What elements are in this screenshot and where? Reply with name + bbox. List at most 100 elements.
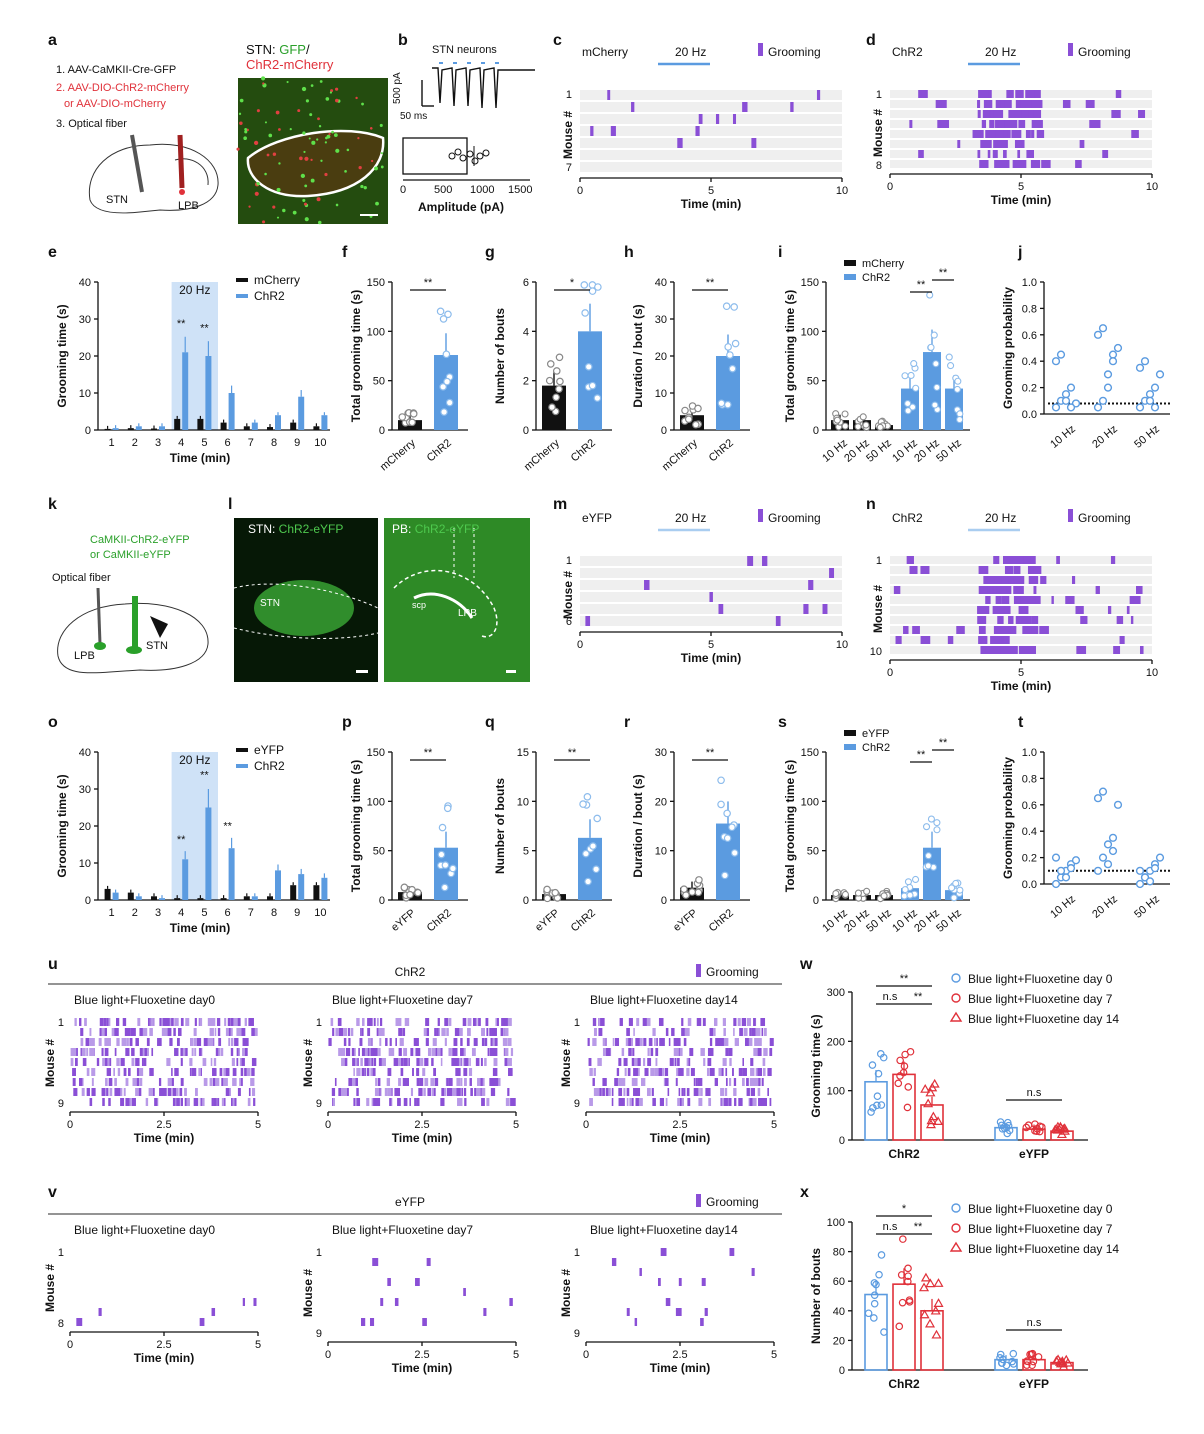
grooming-bout [978, 90, 989, 98]
grooming-bout [733, 1028, 735, 1036]
raster-x-tick-label: 5 [771, 1349, 777, 1361]
grooming-bout [474, 1088, 478, 1096]
grooming-bout [764, 1048, 768, 1056]
raster-x-label: Time (min) [991, 193, 1051, 207]
panel-letter-k: k [48, 496, 57, 513]
data-point [1061, 1354, 1072, 1364]
raster-y-label: Mouse # [561, 111, 575, 159]
raster-row [580, 580, 842, 590]
y-tick-label: 0 [85, 895, 91, 907]
data-point [688, 888, 696, 896]
grooming-bout [678, 1068, 681, 1076]
grooming-bout [433, 1088, 436, 1096]
grooming-bout [199, 1018, 203, 1026]
data-point [947, 362, 955, 370]
grooming-bout [89, 1098, 93, 1106]
x-tick-label: mCherry [522, 437, 562, 474]
grooming-bout [683, 1038, 687, 1046]
raster-x-tick-label: 2.5 [672, 1119, 687, 1131]
grooming-bout [102, 1098, 105, 1106]
raster-x-tick-label: 0 [887, 667, 893, 679]
grooming-bout [172, 1098, 176, 1106]
grooming-bout [179, 1088, 183, 1096]
grooming-bout [611, 1258, 617, 1266]
grooming-bout [752, 1078, 757, 1086]
grooming-bout [150, 1018, 154, 1026]
grooming-bout [194, 1048, 197, 1056]
grooming-bout [679, 1048, 683, 1056]
grooming-bout [994, 160, 998, 168]
data-point [1103, 840, 1113, 849]
grooming-bout [762, 1058, 766, 1066]
grooming-bout [149, 1068, 153, 1076]
grooming-bout [997, 140, 1007, 148]
grooming-bout [972, 130, 981, 138]
grooming-bout [600, 1018, 604, 1026]
grooming-bout [236, 1058, 239, 1066]
grooming-bout [997, 616, 1004, 624]
raster-first-mouse: 1 [316, 1017, 322, 1029]
grooming-bout [1029, 626, 1037, 634]
grooming-bout [743, 1028, 748, 1036]
grooming-bout [708, 1098, 712, 1106]
grooming-bout [389, 1098, 392, 1106]
grooming-bout [192, 1068, 197, 1076]
grooming-bout [431, 1048, 436, 1056]
grooming-bout [612, 1038, 615, 1046]
grooming-bout [647, 1048, 650, 1056]
cell-dot [268, 133, 273, 138]
grooming-bout [354, 1058, 358, 1066]
l-label-stn: STN [260, 598, 280, 609]
grooming-bout [506, 1028, 509, 1036]
grooming-bout [440, 1058, 443, 1066]
grooming-bout [213, 1058, 217, 1066]
x-tick-label: 4 [178, 907, 184, 919]
data-point [441, 861, 450, 869]
grooming-bout [380, 1028, 385, 1036]
raster-y-label: Mouse # [559, 1269, 573, 1317]
grooming-bout [1020, 110, 1032, 118]
raster-row [580, 126, 842, 136]
cell-dot [297, 109, 301, 113]
grooming-bout [706, 1088, 711, 1096]
data-point [1103, 370, 1113, 379]
grooming-bout [464, 1058, 469, 1066]
data-point [1066, 383, 1076, 392]
raster-y-label: Mouse # [301, 1269, 315, 1317]
grooming-bout [416, 1098, 420, 1106]
cell-dot [243, 136, 247, 141]
grooming-bout [1075, 606, 1084, 614]
panel-letter-i: i [778, 244, 783, 261]
grooming-bout [375, 1078, 378, 1086]
grooming-bout [398, 1048, 402, 1056]
grooming-bout [909, 120, 913, 128]
grooming-bout [244, 1068, 248, 1076]
data-point [906, 891, 914, 899]
grooming-bout [467, 1018, 472, 1026]
cell-dot [264, 121, 267, 124]
grooming-bout [658, 1068, 662, 1076]
cell-dot [333, 133, 338, 138]
grooming-bout [504, 1058, 509, 1066]
grooming-bout [225, 1028, 228, 1036]
data-point [1150, 403, 1160, 412]
grooming-bout [212, 1078, 216, 1086]
grooming-bout [470, 1088, 473, 1096]
grooming-bout [678, 1278, 682, 1286]
cell-dot [318, 125, 322, 128]
y-tick-label: 40 [833, 1306, 845, 1318]
grooming-bout [678, 1088, 681, 1096]
grooming-bout [989, 120, 995, 128]
grooming-bout [723, 1028, 726, 1036]
grooming-bout [164, 1028, 168, 1036]
grooming-bout [209, 1078, 213, 1086]
grooming-bout [665, 1098, 668, 1106]
data-point [1009, 1349, 1018, 1358]
data-point [695, 876, 703, 884]
legend-label: eYFP [254, 743, 284, 757]
cell-dot [304, 156, 309, 161]
data-point [872, 1280, 880, 1289]
